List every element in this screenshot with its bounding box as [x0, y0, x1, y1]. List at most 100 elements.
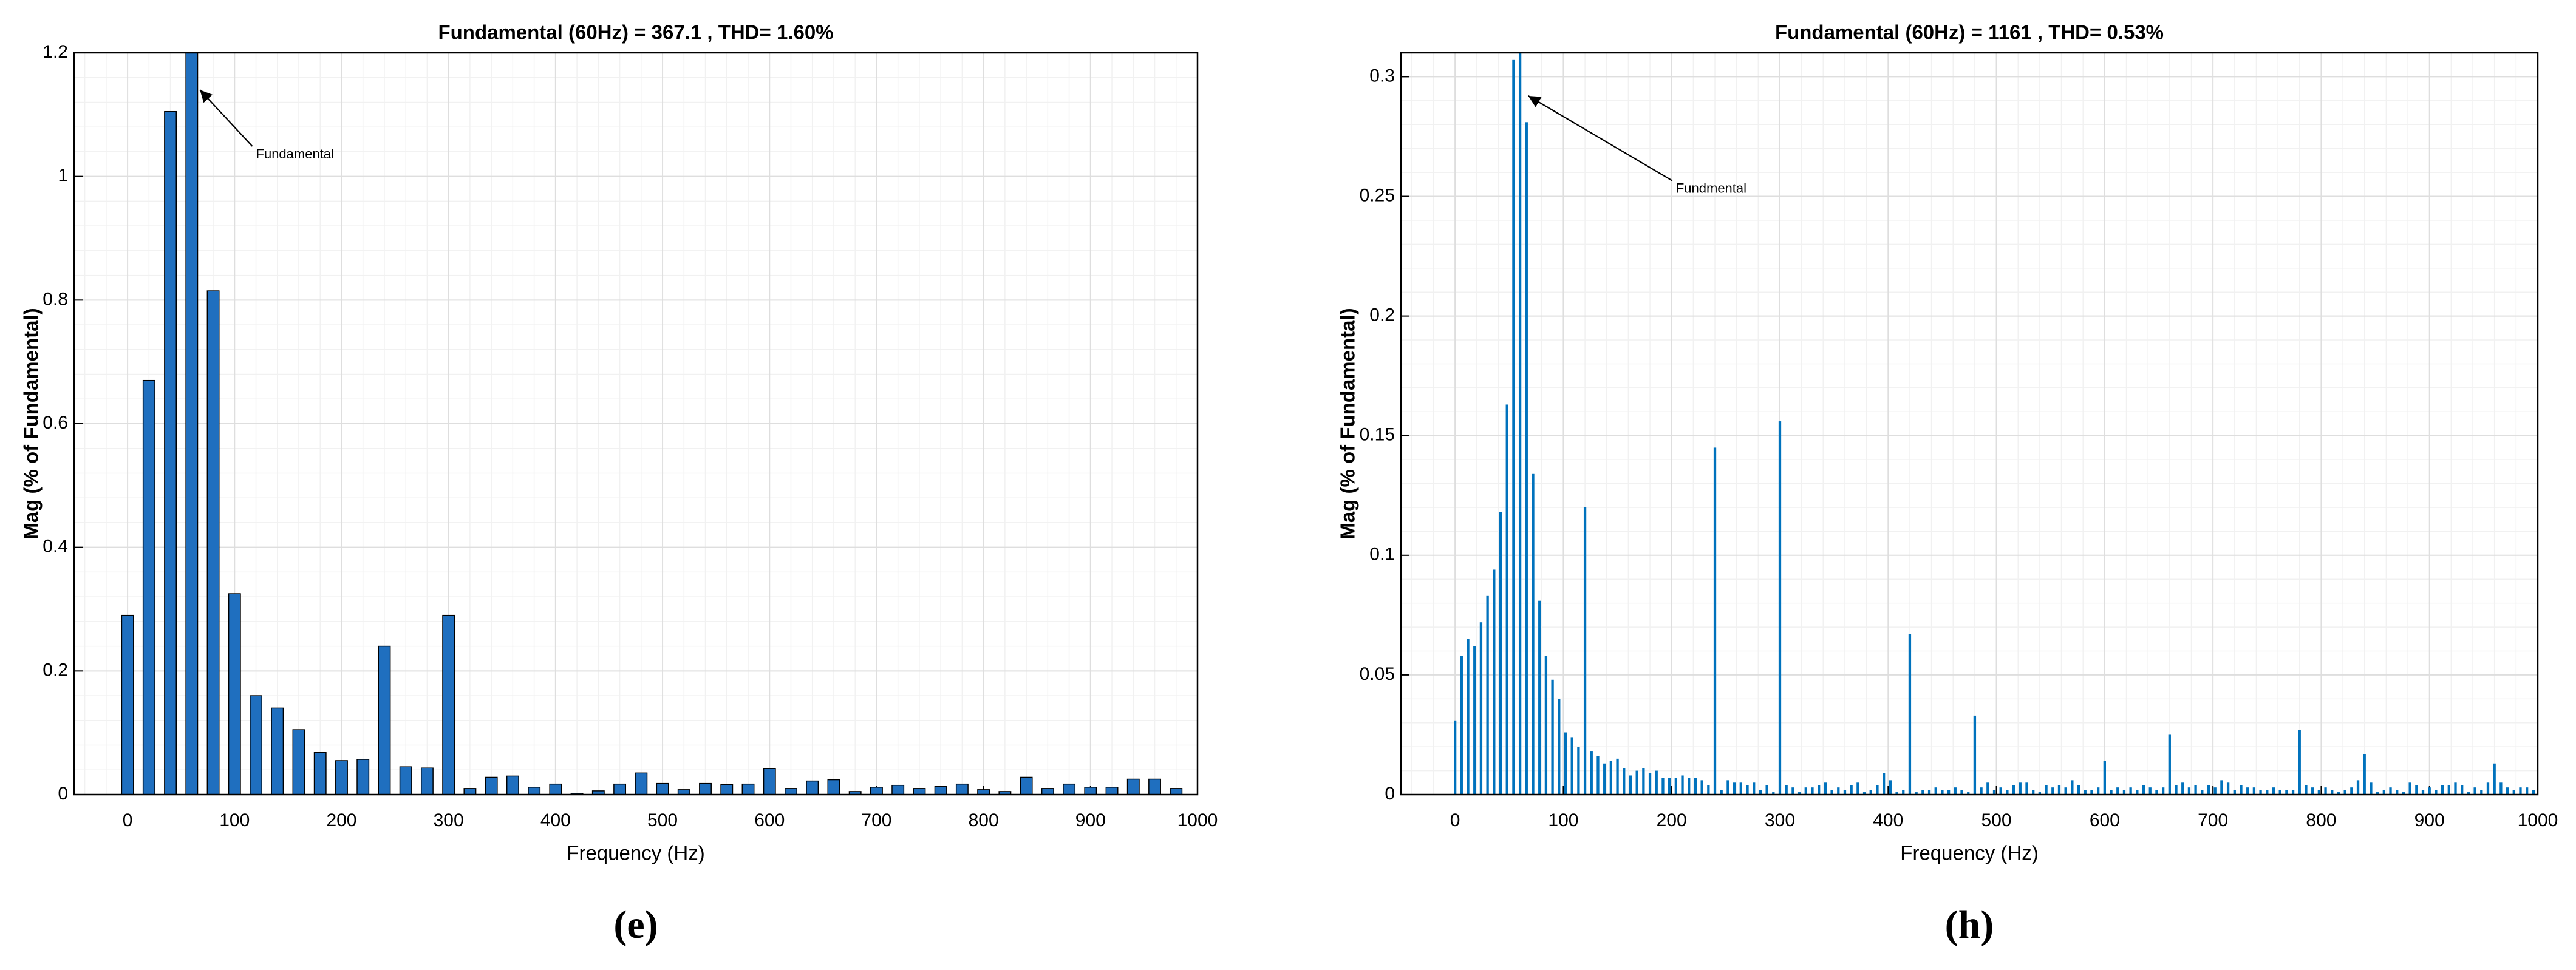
bar [1700, 780, 1703, 795]
bar [1850, 785, 1853, 795]
bar [1876, 785, 1879, 795]
bar [2161, 787, 2165, 795]
bar [2363, 753, 2366, 795]
bar [2493, 763, 2496, 795]
bar [1739, 782, 1742, 795]
bar [1811, 787, 1814, 795]
bar [1869, 790, 1872, 795]
bar [2376, 792, 2379, 795]
x-tick-label: 200 [1657, 810, 1687, 830]
bar [2343, 790, 2346, 795]
bar [2396, 790, 2399, 795]
bar [2097, 787, 2100, 795]
x-tick-label: 600 [754, 810, 785, 830]
bar [185, 53, 199, 795]
y-tick-label: 0.3 [1369, 66, 1395, 86]
bar [2389, 787, 2392, 795]
bar [1785, 785, 1788, 795]
bar [1616, 758, 1619, 795]
bar [1688, 778, 1691, 795]
bar [1797, 792, 1801, 795]
bar [2467, 792, 2470, 795]
bar [2175, 785, 2178, 795]
bar [1041, 788, 1054, 795]
bar [2421, 790, 2425, 795]
bar [2512, 790, 2515, 795]
bar [1020, 776, 1033, 795]
chart-title: Fundamental (60Hz) = 367.1 , THD= 1.60% [438, 21, 833, 44]
chart-title: Fundamental (60Hz) = 1161 , THD= 0.53% [1775, 21, 2164, 44]
bar [2084, 790, 2087, 795]
bar [206, 290, 220, 795]
bar [1753, 782, 1756, 795]
bar [2246, 787, 2249, 795]
annotation-text: Fundamental [256, 146, 334, 161]
bar [891, 784, 905, 795]
bar [2038, 792, 2042, 795]
bar [2291, 790, 2295, 795]
bar [2486, 782, 2490, 795]
x-tick-label: 800 [2306, 810, 2336, 830]
bar [2226, 782, 2230, 795]
bar [613, 783, 627, 795]
bar [635, 772, 648, 795]
bar [2266, 790, 2269, 795]
bar [720, 784, 734, 795]
x-tick-label: 500 [647, 810, 678, 830]
bar [1973, 715, 1977, 795]
bar [2057, 785, 2061, 795]
bar [1596, 756, 1600, 795]
bar [1921, 790, 1924, 795]
bar [1635, 770, 1638, 795]
y-tick-label: 0 [58, 784, 68, 804]
bar [2207, 785, 2210, 795]
bar [1941, 790, 1944, 795]
bar [1105, 787, 1119, 795]
bar [2122, 790, 2126, 795]
bar [142, 379, 155, 795]
bar [2415, 785, 2418, 795]
bar [1126, 778, 1140, 795]
bar [2532, 790, 2535, 795]
bar [485, 776, 498, 795]
bar [1551, 679, 1554, 795]
bar [2506, 787, 2509, 795]
bar [1473, 646, 1476, 795]
bar [2116, 787, 2119, 795]
bar [378, 645, 391, 795]
bar [335, 760, 348, 795]
bar [228, 593, 241, 795]
bar [2240, 785, 2243, 795]
bar [2213, 787, 2217, 795]
bar [1772, 792, 1775, 795]
bar [2317, 790, 2321, 795]
x-tick-label: 900 [1075, 810, 1106, 830]
bar [2337, 792, 2340, 795]
bar [1590, 751, 1593, 795]
y-tick-label: 0.8 [43, 289, 68, 309]
bar [2408, 782, 2411, 795]
bar [399, 766, 412, 795]
bar [1980, 787, 1983, 795]
x-tick-label: 300 [434, 810, 464, 830]
bar [870, 787, 883, 795]
bar [913, 788, 926, 795]
bar [121, 614, 134, 795]
bar [2019, 782, 2022, 795]
bar [2103, 761, 2106, 795]
axes-frame [1400, 52, 2539, 796]
bar [2331, 790, 2334, 795]
bar [934, 786, 947, 795]
bar [2110, 790, 2113, 795]
bar [1668, 778, 1671, 795]
bar [2402, 792, 2405, 795]
y-tick-label: 0.4 [43, 537, 68, 557]
bar [1170, 788, 1183, 795]
bar [1558, 699, 1561, 795]
bar [2194, 785, 2197, 795]
bar [2220, 780, 2223, 795]
bar [1934, 787, 1937, 795]
bar [250, 695, 262, 795]
x-tick-label: 700 [861, 810, 891, 830]
bars [1454, 53, 2535, 795]
